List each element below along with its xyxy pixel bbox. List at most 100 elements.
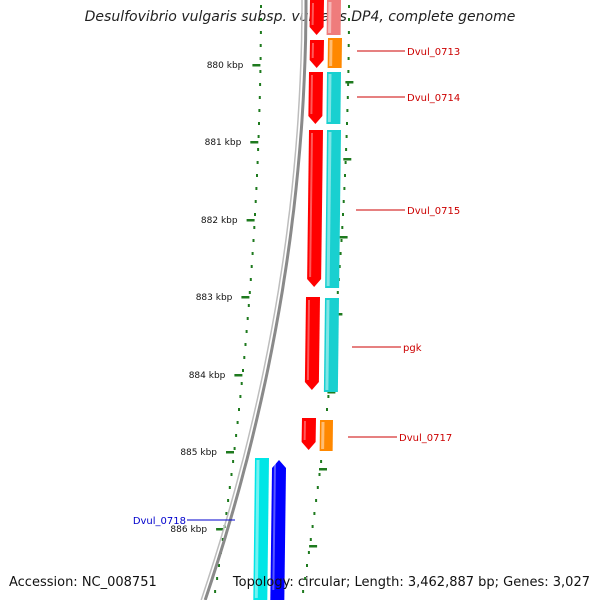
minor-tick xyxy=(256,174,258,177)
rna-bar-dvul-0717[interactable] xyxy=(319,420,333,451)
minor-tick xyxy=(251,252,254,255)
cds-arrow-dvul-0713[interactable] xyxy=(309,40,324,68)
tick-label: 880 kbp xyxy=(207,61,244,71)
minor-tick xyxy=(345,135,348,138)
minor-tick xyxy=(342,213,344,216)
cds-arrow-pgk[interactable] xyxy=(304,297,320,390)
label-leaders xyxy=(187,50,405,521)
highlight xyxy=(309,132,313,278)
minor-tick xyxy=(347,57,350,60)
minor-tick xyxy=(244,343,247,346)
minor-tick xyxy=(344,174,346,177)
backbone-inner xyxy=(200,0,303,600)
accession-text: Accession: NC_008751 xyxy=(9,575,157,590)
highlight xyxy=(272,462,276,591)
major-ticks: 880 kbp 881 kbp 882 kbp 883 kbp 884 kbp 885 k… xyxy=(170,61,354,548)
tick-label: 884 kbp xyxy=(189,371,226,381)
minor-tick xyxy=(340,239,343,242)
minor-tick xyxy=(257,135,260,138)
minor-tick xyxy=(257,148,260,151)
highlight xyxy=(327,73,332,123)
highlight xyxy=(306,299,310,381)
feature-bar-dvul-0715[interactable] xyxy=(325,130,341,288)
minor-tick xyxy=(348,18,350,21)
cds-arrow-dvul-0714[interactable] xyxy=(308,72,323,124)
cds-arrow-dvul-0718[interactable] xyxy=(270,460,286,600)
minor-tick xyxy=(327,395,330,398)
minor-tick xyxy=(248,291,251,294)
minor-tick xyxy=(259,83,262,86)
cds-arrow-dvul-0717[interactable] xyxy=(301,418,316,450)
minor-tick xyxy=(254,200,257,203)
gene-label-pgk[interactable]: pgk xyxy=(403,343,422,354)
major-tick xyxy=(327,391,336,394)
feature-tracks[interactable] xyxy=(253,0,342,600)
minor-tick xyxy=(336,291,339,294)
gene-label-dvul-0714[interactable]: Dvul_0714 xyxy=(407,93,460,104)
minor-tick xyxy=(230,473,233,476)
major-tick xyxy=(250,141,259,144)
minor-tick xyxy=(306,564,308,567)
minor-tick xyxy=(221,538,224,541)
cds-arrow-dvul-0715[interactable] xyxy=(307,130,323,287)
minor-tick xyxy=(347,44,350,47)
minor-tick xyxy=(347,31,350,34)
minor-tick xyxy=(342,200,345,203)
minor-tick xyxy=(256,161,259,164)
minor-tick xyxy=(227,499,230,502)
minor-tick xyxy=(232,460,235,463)
minor-tick xyxy=(309,538,312,541)
minor-tick xyxy=(346,122,348,125)
major-tick xyxy=(345,81,354,84)
minor-tick xyxy=(245,330,248,333)
minor-tick xyxy=(254,213,256,216)
minor-tick xyxy=(258,122,260,125)
cds-arrow-prev[interactable] xyxy=(309,0,324,35)
minor-tick xyxy=(236,421,239,424)
minor-tick xyxy=(259,31,262,34)
gene-label-dvul-0715[interactable]: Dvul_0715 xyxy=(407,206,460,217)
minor-tick xyxy=(313,512,316,515)
minor-tick xyxy=(339,252,342,255)
feature-bar-dvul-0714[interactable] xyxy=(326,72,341,124)
tick-label: 881 kbp xyxy=(205,138,242,148)
highlight xyxy=(325,299,330,391)
feature-bar-dvul-0718[interactable] xyxy=(253,458,269,600)
minor-tick xyxy=(246,317,249,320)
minor-tick xyxy=(307,551,310,554)
minor-tick xyxy=(258,96,261,99)
minor-tick xyxy=(304,577,307,580)
rna-bar-dvul-0713[interactable] xyxy=(327,38,342,68)
minor-tick xyxy=(252,239,255,242)
minor-tick xyxy=(311,525,314,528)
minor-tick xyxy=(228,486,231,489)
major-tick xyxy=(216,528,225,531)
highlight xyxy=(310,74,313,115)
feature-bar-top[interactable] xyxy=(326,0,341,35)
minor-tick xyxy=(259,57,262,60)
minor-tick xyxy=(242,369,244,372)
minor-tick xyxy=(225,512,228,515)
highlight xyxy=(326,131,332,287)
minor-tick xyxy=(343,187,346,190)
minor-tick xyxy=(260,5,262,8)
major-tick xyxy=(343,158,352,161)
feature-bar-pgk[interactable] xyxy=(323,298,339,392)
major-tick xyxy=(309,545,318,548)
genome-backbone xyxy=(200,0,308,600)
gene-label-dvul-0713[interactable]: Dvul_0713 xyxy=(407,47,460,58)
minor-tick xyxy=(346,96,349,99)
major-tick xyxy=(226,451,234,454)
gene-label-dvul-0718[interactable]: Dvul_0718 xyxy=(133,516,186,527)
minor-tick xyxy=(347,70,350,73)
minor-tick xyxy=(326,408,328,411)
gene-label-dvul-0717[interactable]: Dvul_0717 xyxy=(399,433,452,444)
minor-tick xyxy=(341,226,344,229)
minor-tick xyxy=(318,473,321,476)
minor-tick xyxy=(240,382,243,385)
major-tick xyxy=(252,64,261,67)
minor-tick xyxy=(243,356,246,359)
minor-tick xyxy=(345,148,348,151)
